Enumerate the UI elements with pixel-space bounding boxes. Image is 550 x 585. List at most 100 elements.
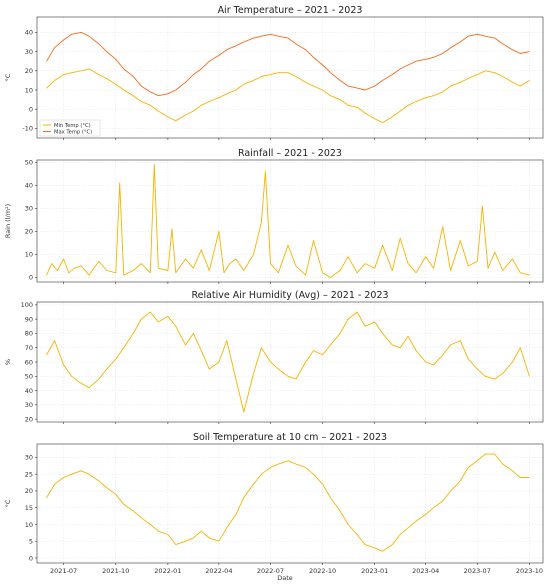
panel-2-series-point <box>132 270 134 271</box>
panel-1-max-point <box>226 49 228 51</box>
panel-4-y-tick-label: 10 <box>25 521 33 529</box>
panel-4-series-point <box>467 467 469 468</box>
panel-2-series-point <box>382 244 383 246</box>
panel-1-min-point <box>399 110 401 112</box>
panel-4-series-point <box>529 477 530 478</box>
panel-4-series-point <box>476 460 478 462</box>
panel-3-y-tick-label: 70 <box>25 344 33 352</box>
panel-2-series-point <box>487 267 489 269</box>
panel-1-title: Air Temperature – 2021 - 2023 <box>218 5 363 16</box>
panel-1-max-point <box>98 43 100 45</box>
panel-4-series-point <box>200 530 202 532</box>
panel-1-max-point <box>330 72 331 74</box>
panel-4-series-point <box>382 550 383 552</box>
panel-1-y-tick-label: 20 <box>25 67 33 75</box>
panel-1-min-point <box>330 95 331 97</box>
panel-2-series-point <box>218 231 220 232</box>
panel-1-min-point <box>415 101 417 102</box>
panel-1-max-point <box>442 53 444 54</box>
panel-2-series-point <box>149 272 151 274</box>
x-axis-label: Date <box>277 574 293 582</box>
panel-1-min-point <box>149 104 151 106</box>
panel-3-series-point <box>167 315 169 317</box>
panel-1-min-point <box>46 87 47 89</box>
panel-1-min-point <box>374 118 376 120</box>
panel-4-series-point <box>140 517 142 519</box>
panel-2-series-point <box>261 221 262 223</box>
panel-3-series-point <box>529 375 530 377</box>
panel-1-min-point <box>356 106 358 108</box>
panel-2-series-point <box>265 171 266 172</box>
panel-4-series-point <box>80 470 82 472</box>
panel-4-series-point <box>88 473 90 475</box>
panel-4-series-point <box>433 507 434 509</box>
panel-1-max-point <box>235 45 237 47</box>
panel-3-series-point <box>519 347 521 349</box>
panel-2-series-point <box>98 260 100 262</box>
panel-4-series-point <box>63 477 64 478</box>
panel-3-frame <box>36 301 544 423</box>
panel-3-series-point <box>253 373 254 374</box>
panel-1-y-tick-label: 30 <box>25 48 33 56</box>
panel-1-min-point <box>98 74 100 75</box>
panel-4-series-point <box>157 530 159 532</box>
panel-1-min-point <box>407 104 409 106</box>
panel-1-max-point <box>106 51 108 52</box>
panel-1-min-point <box>208 101 210 102</box>
panel-2-series-point <box>80 265 82 267</box>
panel-2-series-point <box>167 270 169 271</box>
panel-4-frame <box>36 443 544 564</box>
panel-1-min-point <box>278 72 279 74</box>
panel-4-series-point <box>123 503 125 505</box>
x-tick-label: 2022-04 <box>205 567 232 575</box>
panel-1-max-point <box>278 35 279 37</box>
panel-4-series-point <box>339 510 341 512</box>
panel-1-max-point <box>71 33 72 35</box>
panel-1-min-point <box>305 81 306 83</box>
panel-3-series-point <box>494 378 496 380</box>
panel-4-y-tick-label: 30 <box>25 454 33 462</box>
panel-4-series-point <box>347 524 349 525</box>
panel-3-series-point <box>270 361 271 363</box>
panel-3-series-point <box>46 354 47 356</box>
panel-2-series-point <box>123 274 125 276</box>
panel-4-y-tick-label: 20 <box>25 487 33 495</box>
panel-1-max-point <box>88 35 90 37</box>
legend-box <box>39 119 101 137</box>
panel-1-min-point <box>218 97 220 99</box>
panel-4-series-point <box>425 514 427 515</box>
panel-1-max-point <box>80 32 82 33</box>
panel-3-series-point <box>71 375 72 377</box>
panel-1-min-point <box>494 72 496 74</box>
panel-1-max-point <box>313 56 314 58</box>
panel-3-y-axis-label: % <box>4 359 12 365</box>
panel-1-min-point <box>459 81 461 83</box>
panel-1-max-point <box>63 39 64 41</box>
panel-3-y-tick-label: 100 <box>21 301 33 309</box>
panel-2-series-point <box>512 258 513 260</box>
panel-2-series-point <box>51 263 53 264</box>
panel-3-series-point <box>330 344 331 346</box>
panel-1-max-point <box>167 93 169 95</box>
panel-2-series-point <box>399 237 401 239</box>
panel-1-min-point <box>382 122 383 123</box>
panel-3-series-point <box>80 383 82 384</box>
panel-1-min-point <box>54 80 55 81</box>
panel-1-min-point <box>193 110 194 112</box>
x-tick-label: 2021-10 <box>102 567 129 575</box>
panel-1-max-point <box>519 53 521 54</box>
panel-1-max-point <box>399 68 401 70</box>
panel-2-series-line <box>46 164 530 278</box>
panel-3-series-point <box>287 375 289 377</box>
panel-1-min-point <box>88 68 90 70</box>
panel-4-series-point <box>305 467 306 468</box>
x-tick-label: 2022-01 <box>154 567 181 575</box>
panel-2-series-point <box>407 263 409 264</box>
panel-3-title: Relative Air Humidity (Avg) – 2021 - 202… <box>191 290 388 301</box>
panel-2-frame <box>36 159 544 283</box>
panel-1-min-point <box>167 116 169 118</box>
panel-1-max-point <box>261 35 262 37</box>
panel-1-max-point <box>433 56 434 58</box>
panel-4-series-line <box>46 453 530 552</box>
panel-4-y-tick-label: 0 <box>29 554 33 562</box>
